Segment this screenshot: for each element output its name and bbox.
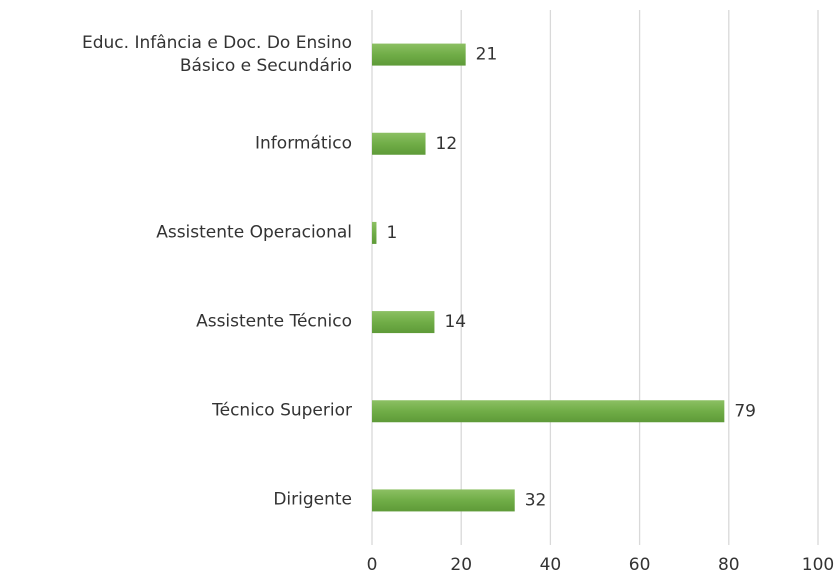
y-tick-label: Assistente Técnico (196, 311, 352, 332)
bar (372, 489, 515, 512)
y-tick-label: Dirigente (273, 489, 352, 510)
value-label: 1 (386, 223, 397, 243)
x-tick-label: 80 (718, 555, 740, 575)
bar (372, 311, 435, 334)
x-tick-label: 40 (540, 555, 562, 575)
y-tick-label: Assistente Operacional (156, 222, 352, 243)
y-tick-label: Informático (255, 133, 352, 154)
bar (372, 221, 377, 244)
bar (372, 400, 725, 423)
value-label: 21 (476, 45, 498, 65)
x-tick-label: 100 (802, 555, 834, 575)
value-label: 79 (734, 401, 756, 421)
bar (372, 43, 466, 66)
y-tick-label: Educ. Infância e Doc. Do Ensino Básico e… (82, 32, 352, 76)
value-label: 12 (436, 134, 458, 154)
bar (372, 132, 426, 155)
x-tick-label: 20 (450, 555, 472, 575)
x-tick-label: 60 (629, 555, 651, 575)
x-tick-label: 0 (367, 555, 378, 575)
y-tick-label: Técnico Superior (212, 400, 352, 421)
value-label: 32 (525, 490, 547, 510)
value-label: 14 (444, 312, 466, 332)
